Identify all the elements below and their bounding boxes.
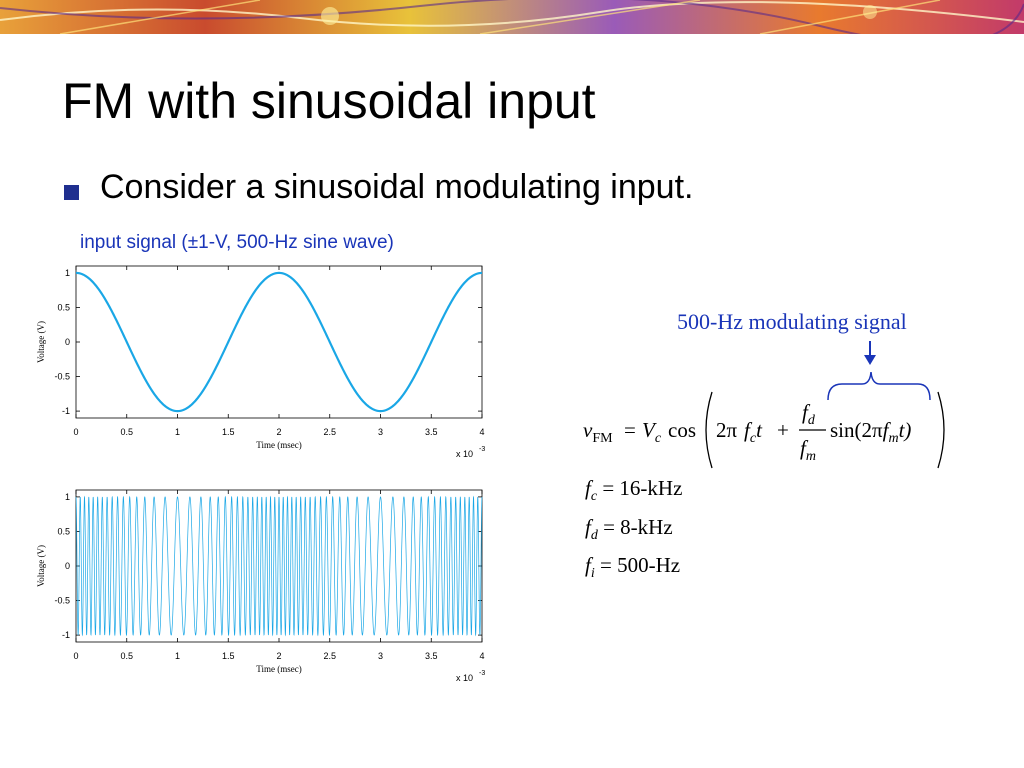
eq-num-sub: d: [807, 413, 815, 428]
series-line: [75, 495, 483, 637]
eq-plus: +: [777, 418, 789, 442]
eq-V: V: [642, 418, 655, 442]
y-tick-label: 0.5: [57, 526, 70, 536]
x-tick-label: 0.5: [120, 651, 133, 661]
param-fc-sym: f: [585, 476, 591, 500]
x-multiplier-exp: -3: [479, 670, 485, 677]
param-fi-sym: f: [585, 553, 591, 577]
eq-fm-sub: m: [888, 431, 899, 446]
x-tick-label: 1.5: [222, 651, 235, 661]
eq-equals: =: [624, 418, 636, 442]
y-axis-label: Voltage (V): [36, 321, 46, 363]
x-multiplier-exp: -3: [479, 446, 485, 453]
bullet-marker: [64, 185, 79, 200]
param-fi-sub: i: [590, 566, 595, 581]
y-axis-label: Voltage (V): [36, 545, 46, 587]
x-tick-label: 4: [479, 427, 484, 437]
series-line: [75, 271, 483, 413]
eq-v-sub: FM: [592, 431, 613, 446]
input-signal-caption: input signal (±1-V, 500-Hz sine wave): [80, 232, 394, 253]
slide-title: FM with sinusoidal input: [62, 73, 596, 129]
x-tick-label: 0: [73, 427, 78, 437]
eq-num-f: f: [802, 400, 808, 424]
x-tick-label: 3: [378, 427, 383, 437]
decorative-banner: [0, 0, 1024, 34]
y-tick-label: 0: [65, 561, 70, 571]
eq-sin: sin(2π: [830, 418, 883, 442]
x-tick-label: 1.5: [222, 427, 235, 437]
param-fd-sym: f: [585, 515, 591, 539]
x-tick-label: 2.5: [323, 651, 336, 661]
x-multiplier-label: x 10: [456, 449, 473, 459]
x-tick-label: 2: [276, 427, 281, 437]
x-tick-label: 3: [378, 651, 383, 661]
y-tick-label: 1: [65, 492, 70, 502]
y-tick-label: -1: [62, 630, 70, 640]
param-fc: fc = 16-kHz: [585, 476, 682, 505]
x-axis-label: Time (msec): [256, 440, 301, 450]
x-tick-label: 2: [276, 651, 281, 661]
x-tick-label: 0: [73, 651, 78, 661]
input-signal-chart: 0 0.5 1 1.5 2 2.5 3 3.5 4 1 0.5 0 -0.5 -1 Time (msec) V…: [36, 265, 485, 459]
param-fd-value: = 8-kHz: [603, 515, 673, 539]
eq-fc: f: [744, 418, 750, 442]
eq-v: v: [583, 418, 593, 442]
y-tick-label: 0: [65, 337, 70, 347]
modulating-signal-label: 500-Hz modulating signal: [677, 309, 907, 334]
x-multiplier-label: x 10: [456, 673, 473, 683]
param-fd-sub: d: [590, 528, 598, 543]
eq-V-sub: c: [654, 431, 662, 446]
param-fi: fi = 500-Hz: [585, 553, 680, 582]
x-tick-label: 2.5: [323, 427, 336, 437]
y-tick-label: -1: [62, 406, 70, 416]
eq-cos: cos: [668, 418, 696, 442]
eq-t-close: t): [898, 418, 912, 442]
eq-fc-sub: c: [749, 431, 757, 446]
y-tick-label: -0.5: [54, 596, 70, 606]
eq-two-pi: 2π: [716, 418, 738, 442]
param-fd: fd = 8-kHz: [585, 515, 673, 544]
x-tick-label: 0.5: [120, 427, 133, 437]
x-tick-label: 4: [479, 651, 484, 661]
y-tick-label: 0.5: [57, 302, 70, 312]
x-tick-label: 3.5: [425, 651, 438, 661]
y-tick-label: 1: [65, 268, 70, 278]
bullet-text: Consider a sinusoidal modulating input.: [100, 168, 694, 206]
x-tick-label: 3.5: [425, 427, 438, 437]
param-fc-value: = 16-kHz: [602, 476, 683, 500]
param-fi-value: = 500-Hz: [599, 553, 681, 577]
eq-den-f: f: [800, 436, 806, 460]
eq-fm: f: [882, 418, 889, 442]
x-axis-label: Time (msec): [256, 664, 301, 674]
fm-signal-chart: 0 0.5 1 1.5 2 2.5 3 3.5 4 1 0.5 0 -0.5 -1 Time (msec) V…: [36, 489, 485, 683]
x-tick-label: 1: [175, 427, 180, 437]
eq-t: t: [756, 418, 762, 442]
y-tick-label: -0.5: [54, 372, 70, 382]
param-fc-sub: c: [590, 489, 598, 504]
x-tick-label: 1: [175, 651, 180, 661]
eq-den-sub: m: [805, 449, 816, 464]
